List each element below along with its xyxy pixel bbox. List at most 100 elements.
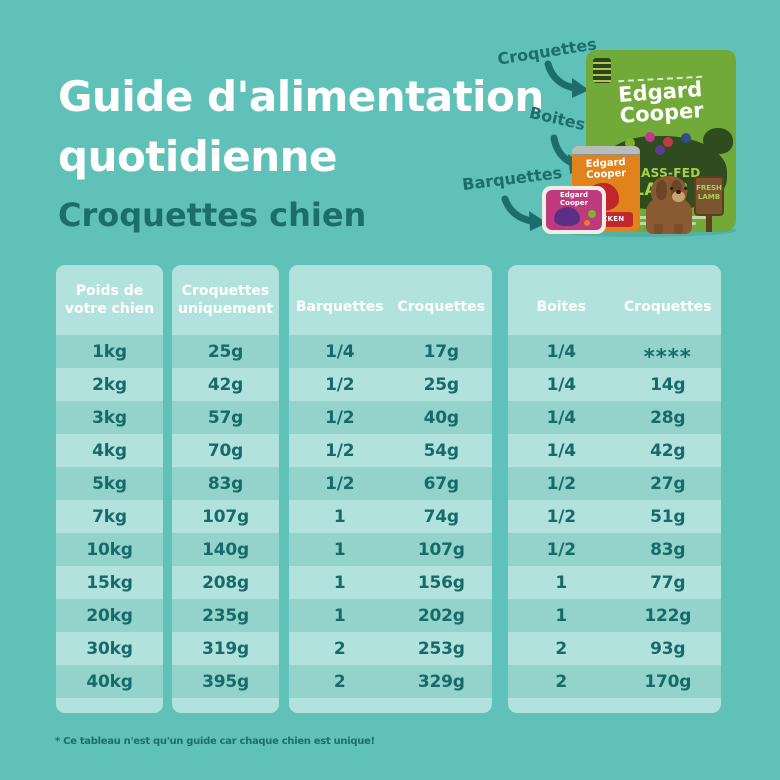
table-row: 1/4 28g (508, 401, 721, 434)
table-row: 319g (172, 632, 279, 665)
cell-trays: 1/2 (325, 374, 355, 395)
bag-variety-line1: GRASS-FED (621, 166, 701, 180)
cell-weight: 10kg (86, 539, 133, 560)
wet-food-tray: Edgard Cooper (542, 186, 606, 234)
table-row: 1kg (56, 335, 163, 368)
table-row: 1/2 67g (289, 467, 492, 500)
table-row: 3kg (56, 401, 163, 434)
table-row: 1 77g (508, 566, 721, 599)
cell-cans: 1/4 (546, 341, 576, 362)
cell-weight: 2kg (92, 374, 127, 395)
bag-brand-logo: Edgard Cooper (617, 77, 705, 129)
cell-trays: 2 (333, 671, 346, 692)
cell-kibble_only: 395g (202, 671, 249, 692)
dog-illustration (642, 176, 696, 234)
cell-trays: 1 (333, 506, 346, 527)
table-row: 4kg (56, 434, 163, 467)
cell-weight: 15kg (86, 572, 133, 593)
kibble-only-column-header: Croquettes uniquement (178, 282, 273, 317)
cell-cans: 1/4 (546, 374, 576, 395)
cell-can_kibble: 122g (644, 605, 692, 626)
table-row: 25g (172, 335, 279, 368)
cell-cans: 2 (555, 638, 568, 659)
cell-kibble_only: 25g (207, 341, 244, 362)
cell-tray_kibble: 107g (417, 539, 465, 560)
footnote: * Ce tableau n'est qu'un guide car chaqu… (55, 736, 375, 747)
cell-weight: 20kg (86, 605, 133, 626)
table-row: 1/2 40g (289, 401, 492, 434)
panel-cans-mix: Boites Croquettes 1/4 **** 1/4 14g 1/4 28g 1/4… (508, 265, 721, 713)
cell-weight: 1kg (92, 341, 127, 362)
cell-trays: 1/2 (325, 440, 355, 461)
table-row: 70g (172, 434, 279, 467)
cell-cans: 1/4 (546, 440, 576, 461)
table-row: 2 170g (508, 665, 721, 698)
cell-weight: 4kg (92, 440, 127, 461)
cell-can_kibble: 27g (650, 473, 686, 494)
table-row: 2 253g (289, 632, 492, 665)
table-row: 2kg (56, 368, 163, 401)
cell-trays: 1 (333, 539, 346, 560)
cell-weight: 7kg (92, 506, 127, 527)
cell-weight: 30kg (86, 638, 133, 659)
cell-cans: 1/2 (546, 473, 576, 494)
cell-can_kibble: 93g (650, 638, 686, 659)
table-row: 1/4 **** (508, 335, 721, 369)
fruit-dot-icon (588, 210, 596, 218)
table-row: 57g (172, 401, 279, 434)
arrow-icon (544, 60, 589, 98)
table-row: 1/2 54g (289, 434, 492, 467)
page-title-line2: quotidienne (58, 132, 338, 181)
cell-weight: 40kg (86, 671, 133, 692)
table-row: 1 156g (289, 566, 492, 599)
table-row: 208g (172, 566, 279, 599)
table-row: 1 122g (508, 599, 721, 632)
page-subtitle: Croquettes chien (58, 196, 367, 234)
cell-tray_kibble: 17g (423, 341, 459, 362)
cell-cans: 1 (555, 572, 568, 593)
callout-cans-label: Boites (527, 102, 588, 135)
cell-tray_kibble: 25g (423, 374, 459, 395)
cell-can_kibble: 77g (650, 572, 686, 593)
table-row: 140g (172, 533, 279, 566)
cell-kibble_only: 83g (207, 473, 244, 494)
table-row: 30kg (56, 632, 163, 665)
fruit-dot-icon (625, 138, 635, 148)
cell-can_kibble: 51g (650, 506, 686, 527)
cell-trays: 1 (333, 605, 346, 626)
trays-kibble-header: Croquettes (397, 298, 486, 315)
table-row: 1/4 42g (508, 434, 721, 467)
trays-mix-column-header: Barquettes Croquettes (289, 265, 492, 335)
table-row: 15kg (56, 566, 163, 599)
table-row: 10kg (56, 533, 163, 566)
panel-trays-mix: Barquettes Croquettes 1/4 17g 1/2 25g 1/2 40g… (289, 265, 492, 713)
fruit-dot-icon (663, 137, 673, 147)
table-row: 1/2 83g (508, 533, 721, 566)
fruit-dot-icon (655, 145, 665, 155)
cell-can_kibble: 83g (650, 539, 686, 560)
cell-cans: 1/2 (546, 506, 576, 527)
cell-tray_kibble: 54g (423, 440, 459, 461)
table-row: 83g (172, 467, 279, 500)
table-row: 5kg (56, 467, 163, 500)
tray-brand-logo: Edgard Cooper (560, 191, 588, 207)
table-row: 1/2 27g (508, 467, 721, 500)
panel-weight: Poids de votre chien 1kg 2kg 3kg 4kg 5kg 7kg 1… (56, 265, 163, 713)
fruit-dot-icon (584, 220, 590, 226)
kibble-only-rows: 25g 42g 57g 70g 83g 107g 140g 208g 235g 319g 395g (172, 335, 279, 698)
cell-weight: 5kg (92, 473, 127, 494)
cell-tray_kibble: 67g (423, 473, 459, 494)
cell-cans: 1/2 (546, 539, 576, 560)
cell-kibble_only: 57g (207, 407, 244, 428)
table-row: 7kg (56, 500, 163, 533)
cell-tray_kibble: 40g (423, 407, 459, 428)
cell-cans: 1/4 (546, 407, 576, 428)
cell-kibble_only: 70g (207, 440, 244, 461)
cell-tray_kibble: 253g (417, 638, 465, 659)
panel-kibble-only: Croquettes uniquement 25g 42g 57g 70g 83g 107… (172, 265, 279, 713)
page-title-line1: Guide d'alimentation (58, 72, 544, 121)
cell-cans: 1 (555, 605, 568, 626)
cell-can_kibble: 28g (650, 407, 686, 428)
weight-rows: 1kg 2kg 3kg 4kg 5kg 7kg 10kg 15kg 20kg 30kg 40kg (56, 335, 163, 698)
table-row: 20kg (56, 599, 163, 632)
